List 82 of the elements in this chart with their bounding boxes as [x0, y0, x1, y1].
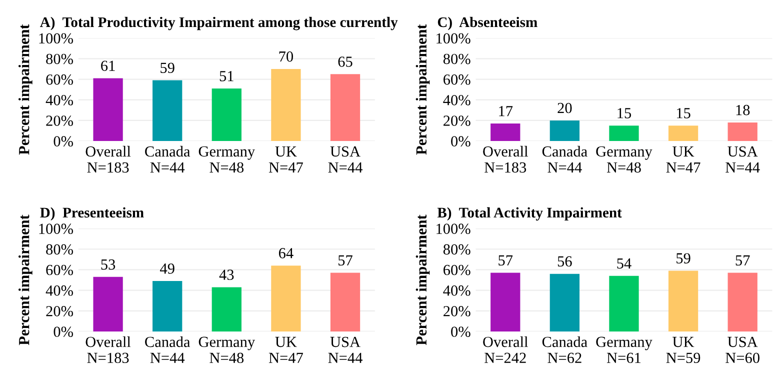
chart-title: D) Presenteeism: [40, 207, 144, 221]
y-tick-label: 80%: [46, 54, 74, 64]
y-tick-label: 60%: [46, 74, 74, 85]
x-tick-label: USA N=44: [328, 146, 362, 172]
y-tick-label: 100%: [39, 33, 74, 44]
y-tick-label: 40%: [443, 95, 470, 106]
data-label: 15: [618, 108, 632, 118]
bar: [271, 266, 301, 332]
y-tick-label: 80%: [46, 244, 74, 255]
x-tick-label: Overall N=183: [86, 146, 131, 173]
y-tick-label: 20%: [444, 306, 470, 316]
y-tick-label: 20%: [46, 306, 74, 316]
y-tick-label: 40%: [443, 285, 470, 296]
x-tick-label: Canada N=44: [542, 146, 588, 172]
bar: [330, 74, 360, 142]
data-label: 54: [617, 258, 632, 269]
data-label: 53: [101, 259, 116, 270]
x-tick-label: UK N=47: [268, 146, 303, 172]
y-tick-label: 100%: [436, 33, 470, 44]
data-label: 51: [220, 71, 234, 82]
chart-title: B) Total Activity Impairment: [437, 207, 622, 221]
x-tick-label: Overall N=183: [86, 336, 131, 364]
y-axis-title: Percent impairment: [416, 24, 430, 155]
x-tick-label: Germany N=48: [198, 336, 256, 364]
data-label: 64: [278, 248, 294, 258]
data-label: 57: [498, 255, 513, 266]
chart-title: C) Absenteeism: [438, 16, 538, 30]
bar: [93, 276, 123, 332]
data-label: 65: [338, 56, 352, 67]
x-tick-label: USA N=60: [726, 336, 760, 364]
data-label: 61: [101, 60, 115, 71]
data-label: 49: [160, 263, 174, 274]
x-tick-label: Canada N=44: [145, 146, 190, 172]
x-tick-label: Overall N=242: [483, 336, 528, 363]
data-label: 59: [676, 253, 690, 264]
y-axis-title: Percent impairment: [18, 214, 32, 346]
data-label: 18: [736, 104, 750, 116]
y-axis-title: Percent impairment: [18, 24, 32, 155]
y-tick-label: 100%: [39, 224, 74, 234]
data-label: 57: [736, 255, 750, 266]
x-tick-label: UK N=59: [666, 336, 700, 364]
x-tick-label: Canada N=44: [145, 336, 190, 363]
data-label: 56: [558, 256, 572, 267]
chart-title: A) Total Productivity Impairment among those currently: [40, 16, 398, 30]
data-label: 43: [219, 270, 234, 280]
y-tick-label: 0%: [451, 136, 470, 147]
y-tick-label: 0%: [451, 326, 470, 337]
x-tick-label: UK N=47: [666, 146, 700, 172]
y-tick-label: 0%: [54, 136, 74, 147]
y-tick-label: 40%: [46, 285, 74, 296]
x-tick-label: Germany N=48: [198, 146, 256, 173]
y-axis-title: Percent impairment: [416, 214, 430, 346]
y-tick-label: 100%: [436, 224, 470, 234]
x-tick-label: Canada N=62: [542, 336, 588, 364]
data-label: 17: [499, 106, 513, 116]
y-tick-label: 80%: [443, 54, 470, 64]
x-tick-label: UK N=47: [268, 336, 303, 363]
y-tick-label: 40%: [46, 95, 74, 106]
bar: [330, 272, 360, 332]
bar: [212, 88, 242, 142]
data-label: 57: [338, 255, 352, 266]
y-tick-label: 0%: [54, 326, 74, 337]
x-tick-label: USA N=44: [328, 336, 362, 363]
bar: [212, 287, 242, 332]
y-tick-label: 60%: [444, 264, 470, 276]
bar: [93, 78, 123, 142]
y-tick-label: 20%: [46, 116, 74, 126]
y-tick-label: 80%: [443, 244, 470, 255]
x-tick-label: USA N=44: [726, 146, 760, 172]
x-tick-label: Germany N=48: [596, 146, 652, 173]
bar: [152, 281, 182, 332]
x-tick-label: Overall N=183: [483, 146, 528, 173]
data-label: 20: [558, 102, 572, 114]
y-tick-label: 20%: [444, 116, 470, 126]
data-label: 70: [279, 51, 294, 62]
x-tick-label: Germany N=61: [596, 336, 652, 364]
bar: [152, 80, 182, 142]
bar: [271, 68, 301, 142]
y-tick-label: 60%: [444, 74, 470, 85]
y-tick-label: 60%: [46, 264, 74, 276]
data-label: 59: [160, 62, 174, 74]
data-label: 15: [676, 108, 690, 118]
